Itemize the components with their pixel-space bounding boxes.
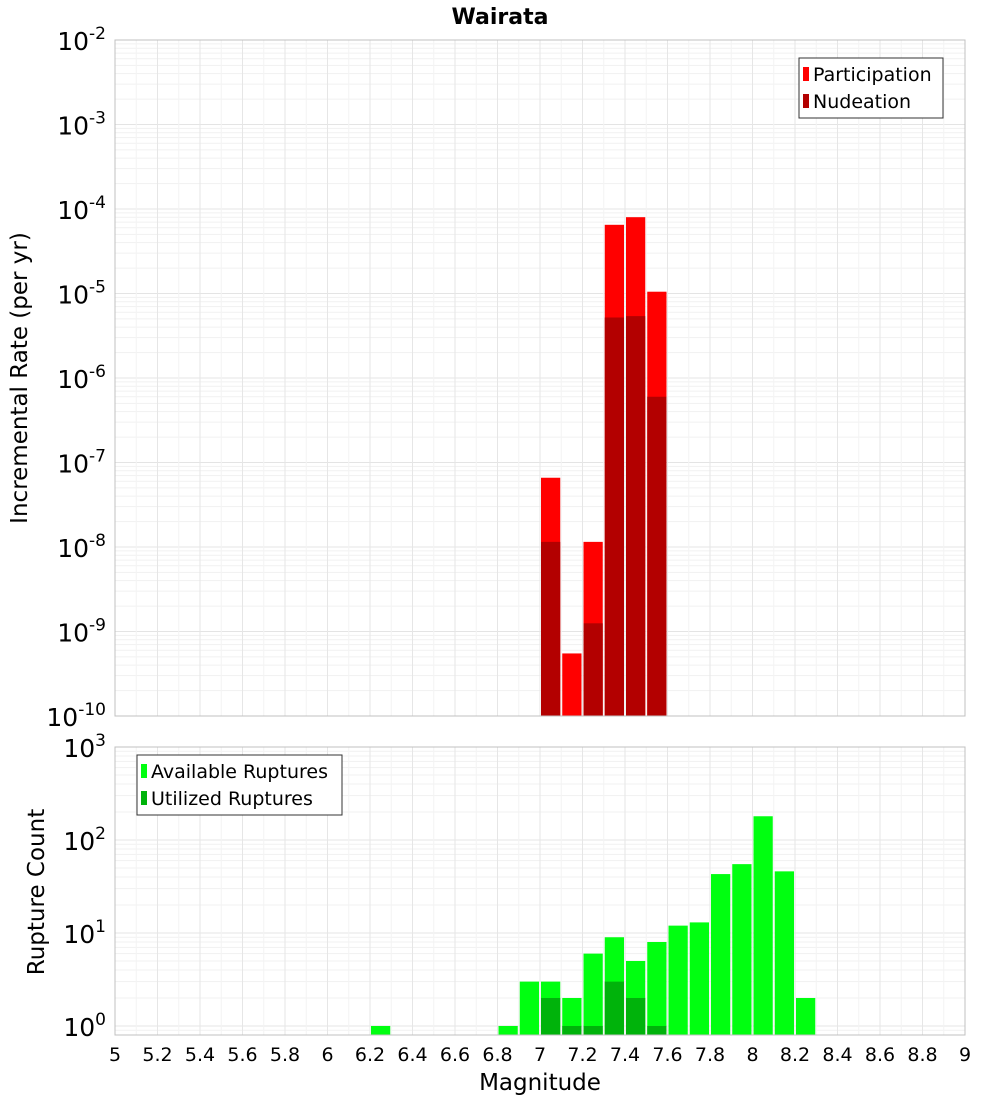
x-tick-label: 8.4	[822, 1044, 852, 1066]
top-y-tick-label: 10-9	[57, 616, 106, 648]
top-bar-participation	[562, 653, 582, 716]
bottom-y-tick-label: 100	[63, 1010, 106, 1042]
bottom-legend: Available Ruptures Utilized Ruptures	[136, 754, 343, 816]
bottom-bar-available-ruptures	[711, 874, 731, 1035]
x-tick-label: 5.6	[227, 1044, 257, 1066]
bottom-legend-swatch	[141, 764, 147, 778]
top-y-tick-label: 10-4	[57, 193, 106, 225]
top-legend-label: Nudeation	[813, 91, 911, 113]
x-tick-label: 8.8	[907, 1044, 937, 1066]
top-y-tick-label: 10-10	[46, 700, 106, 732]
x-tick-label: 6.8	[482, 1044, 512, 1066]
top-y-tick-label: 10-8	[57, 531, 106, 563]
x-tick-label: 6.6	[440, 1044, 470, 1066]
chart-title: Wairata	[452, 5, 549, 30]
bottom-legend-label: Utilized Ruptures	[151, 788, 313, 810]
bottom-bar-available-ruptures	[668, 925, 688, 1035]
bottom-bar-available-ruptures	[689, 922, 709, 1035]
x-tick-label: 5.2	[142, 1044, 172, 1066]
bottom-bar-utilized-ruptures	[604, 981, 624, 1035]
bottom-bar-available-ruptures	[498, 1025, 518, 1035]
bottom-bar-available-ruptures	[774, 871, 794, 1035]
top-legend-swatch	[803, 94, 809, 108]
bottom-bar-available-ruptures	[647, 942, 667, 1035]
x-tick-label: 6	[321, 1044, 333, 1066]
bottom-bar-available-ruptures	[562, 997, 582, 1035]
bottom-bar-available-ruptures	[753, 816, 773, 1035]
bottom-bar-available-ruptures	[732, 864, 752, 1035]
x-tick-label: 5.4	[185, 1044, 215, 1066]
bottom-bar-available-ruptures	[519, 981, 539, 1035]
x-axis-label: Magnitude	[479, 1070, 601, 1096]
top-y-tick-label: 10-3	[57, 109, 106, 141]
bottom-legend-box	[136, 754, 343, 816]
top-y-tick-label: 10-6	[57, 362, 106, 394]
x-tick-label: 7.8	[695, 1044, 725, 1066]
x-tick-label: 7.4	[610, 1044, 640, 1066]
bottom-bar-utilized-ruptures	[541, 997, 561, 1035]
top-y-tick-label: 10-5	[57, 278, 106, 310]
bottom-legend-swatch	[141, 791, 147, 805]
top-bar-nudeation	[604, 317, 624, 716]
x-tick-label: 7	[534, 1044, 546, 1066]
bottom-bar-available-ruptures	[371, 1025, 391, 1035]
top-legend-label: Participation	[813, 64, 932, 86]
bottom-bar-available-ruptures	[796, 997, 816, 1035]
bottom-bar-utilized-ruptures	[626, 997, 646, 1035]
bottom-plot-frame	[114, 746, 966, 1036]
top-bar-nudeation	[626, 316, 646, 716]
bottom-legend-label: Available Ruptures	[151, 761, 328, 783]
top-bar-nudeation	[583, 623, 603, 716]
bottom-bar-utilized-ruptures	[583, 1025, 603, 1035]
bottom-bar-utilized-ruptures	[647, 1025, 667, 1035]
x-tick-label: 7.2	[567, 1044, 597, 1066]
x-tick-label: 7.6	[652, 1044, 682, 1066]
top-y-tick-label: 10-2	[57, 24, 106, 56]
bottom-y-tick-label: 101	[63, 917, 106, 949]
x-tick-label: 5.8	[270, 1044, 300, 1066]
x-tick-label: 9	[959, 1044, 971, 1066]
top-y-tick-label: 10-7	[57, 447, 106, 479]
top-bar-nudeation	[541, 541, 561, 716]
x-tick-label: 6.2	[355, 1044, 385, 1066]
x-tick-label: 5	[109, 1044, 121, 1066]
top-bar-nudeation	[647, 396, 667, 716]
top-legend: Participation Nudeation	[798, 57, 944, 119]
bottom-bar-utilized-ruptures	[562, 1025, 582, 1035]
x-tick-label: 6.4	[397, 1044, 427, 1066]
top-legend-box	[798, 57, 944, 119]
x-tick-label: 8.6	[865, 1044, 895, 1066]
bottom-y-tick-label: 102	[63, 824, 106, 856]
x-tick-label: 8	[746, 1044, 758, 1066]
bottom-bar-available-ruptures	[583, 953, 603, 1035]
top-plot-frame	[114, 39, 966, 717]
x-tick-label: 8.2	[780, 1044, 810, 1066]
bottom-y-axis-label: Rupture Count	[24, 809, 50, 975]
top-legend-swatch	[803, 67, 809, 81]
bottom-y-tick-label: 103	[63, 731, 106, 763]
top-y-axis-label: Incremental Rate (per yr)	[7, 232, 33, 524]
